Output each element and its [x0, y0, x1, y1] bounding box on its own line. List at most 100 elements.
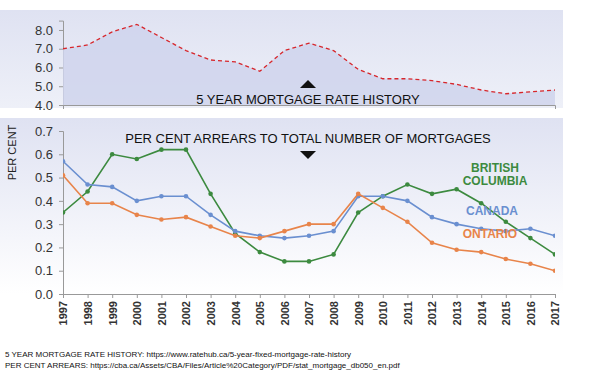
y-tick-label: 5.0	[35, 79, 53, 94]
series-point	[258, 250, 263, 255]
series-point	[63, 173, 65, 178]
x-tick: 2001	[156, 294, 168, 325]
series-point	[307, 233, 312, 238]
y-tick: 6.0	[35, 60, 63, 75]
y-tick-label: 0.1	[35, 263, 53, 278]
x-tick-label: 2015	[500, 301, 512, 325]
y-tick: 8.0	[35, 23, 63, 38]
x-tick-label: 2001	[156, 301, 168, 325]
x-tick-mark	[407, 294, 408, 298]
source-note: PER CENT ARREARS: https://cba.ca/Assets/…	[5, 361, 400, 370]
chart-title: PER CENT ARREARS TO TOTAL NUMBER OF MORT…	[125, 131, 491, 146]
y-tick: 0.3	[35, 217, 63, 232]
x-tick-mark	[137, 294, 138, 298]
series-point	[405, 220, 410, 225]
series-point	[85, 182, 90, 187]
x-tick-mark	[506, 294, 507, 298]
x-tick: 2005	[254, 294, 266, 325]
x-tick-mark	[284, 294, 285, 298]
x-tick: 2007	[303, 294, 315, 325]
y-tick: 0.4	[35, 194, 63, 209]
x-tick-mark	[63, 294, 64, 298]
x-tick: 2008	[328, 294, 340, 325]
y-tick-mark	[59, 294, 63, 295]
chart-svg: 4.0 5.0 6.0 7.0 8.0 5 YEAR MORTGAGE RATE HIST…	[0, 0, 594, 391]
x-tick-mark	[334, 294, 335, 298]
series-label: ONTARIO	[463, 227, 517, 241]
series-point	[405, 199, 410, 204]
y-tick-mark	[59, 224, 63, 225]
series-point	[430, 240, 435, 245]
x-tick-mark	[555, 294, 556, 298]
y-tick: 0.2	[35, 240, 63, 255]
y-tick: 0.0	[35, 287, 63, 302]
series-point	[85, 189, 90, 194]
y-tick-label: 6.0	[35, 60, 53, 75]
x-tick-label: 2002	[180, 301, 192, 325]
y-axis: 0.00.10.20.30.40.50.60.7	[35, 124, 64, 302]
series-point	[528, 227, 533, 232]
series-point	[63, 210, 65, 215]
series-point	[184, 147, 189, 152]
series-point	[307, 222, 312, 227]
series-point	[208, 213, 213, 218]
series-point	[356, 210, 361, 215]
x-tick-label: 2008	[328, 301, 340, 325]
x-tick-mark	[383, 294, 384, 298]
series-point	[553, 233, 555, 238]
x-tick-label: 2005	[254, 301, 266, 325]
series-point	[135, 213, 140, 218]
series-point	[381, 194, 386, 199]
x-tick-mark	[432, 294, 433, 298]
y-tick-label: 0.7	[35, 124, 53, 139]
y-tick-label: 0.3	[35, 217, 53, 232]
series-point	[479, 250, 484, 255]
x-tick-label: 2003	[205, 301, 217, 325]
x-tick: 2009	[353, 294, 365, 325]
y-tick: 7.0	[35, 41, 63, 56]
y-tick-mark	[59, 247, 63, 248]
y-tick: 0.7	[35, 124, 63, 139]
rate-line	[63, 24, 555, 93]
series-point	[63, 159, 65, 164]
y-tick-mark	[59, 86, 63, 87]
x-tick: 2006	[279, 294, 291, 325]
pointer-arrow	[300, 80, 316, 88]
series-point	[454, 247, 459, 252]
x-tick-label: 2014	[476, 300, 488, 325]
series-point	[307, 259, 312, 264]
x-tick-label: 2006	[279, 301, 291, 325]
series-point	[208, 224, 213, 229]
series-point	[504, 220, 509, 225]
series-point	[110, 185, 115, 190]
x-tick-mark	[211, 294, 212, 298]
x-tick-label: 2010	[377, 301, 389, 325]
y-tick-label: 4.0	[35, 98, 53, 113]
series-point	[331, 252, 336, 257]
series-point	[135, 199, 140, 204]
series-line	[63, 150, 555, 262]
x-tick-mark	[161, 294, 162, 298]
plot-background	[0, 118, 563, 294]
x-tick: 2010	[377, 294, 389, 325]
source-note: 5 YEAR MORTGAGE RATE HISTORY: https://ww…	[5, 350, 351, 359]
chart-title: 5 YEAR MORTGAGE RATE HISTORY	[196, 92, 420, 107]
x-tick-mark	[457, 294, 458, 298]
y-tick-label: 0.0	[35, 287, 53, 302]
x-tick-label: 1999	[107, 301, 119, 325]
x-axis-line	[64, 295, 556, 299]
series-point	[356, 192, 361, 197]
x-tick-label: 2004	[230, 300, 242, 325]
series-point	[159, 217, 164, 222]
y-tick-label: 0.5	[35, 170, 53, 185]
x-tick-mark	[309, 294, 310, 298]
series-point	[381, 194, 386, 199]
series-point	[553, 268, 555, 273]
series-point	[233, 233, 238, 238]
x-tick-mark	[358, 294, 359, 298]
x-tick: 2003	[205, 294, 217, 325]
x-tick-label: 2000	[131, 301, 143, 325]
series-point	[233, 229, 238, 234]
series-point	[258, 236, 263, 241]
x-tick: 1997	[57, 294, 69, 325]
